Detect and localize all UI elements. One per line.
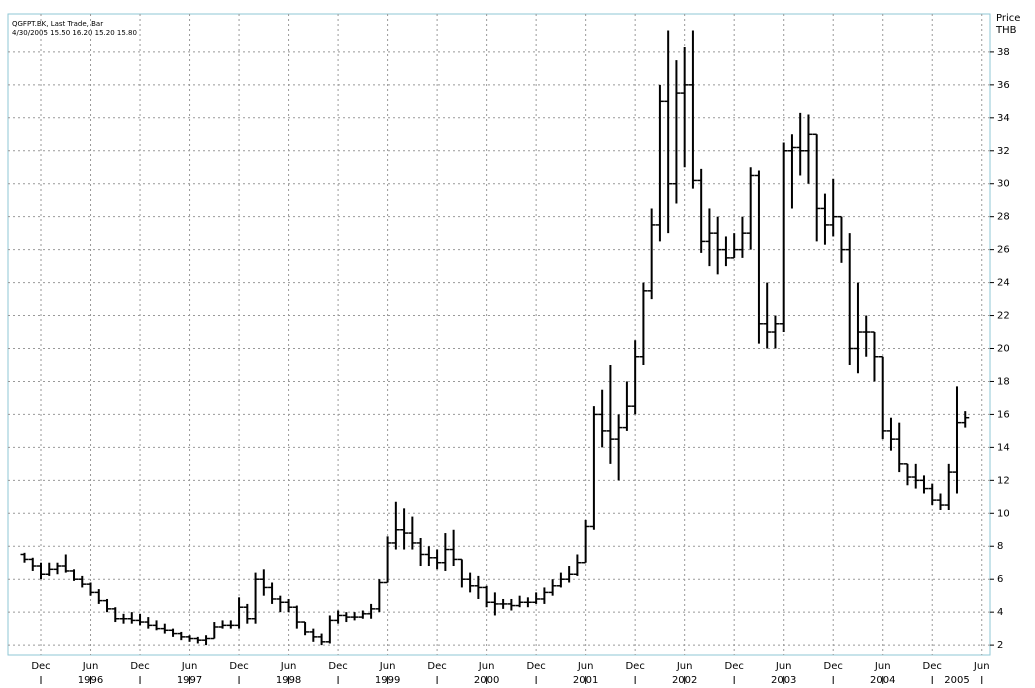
x-tick-label: Jun: [82, 661, 99, 672]
y-tick-label: 36: [997, 80, 1010, 91]
y-tick-label: 12: [997, 475, 1010, 486]
y-tick-label: 26: [997, 245, 1010, 256]
x-tick-label: Jun: [280, 661, 297, 672]
y-tick-label: 24: [997, 278, 1010, 289]
x-tick-label: Dec: [526, 661, 545, 672]
x-tick-label: Jun: [973, 661, 990, 672]
x-tick-label: Dec: [229, 661, 248, 672]
y-tick-label: 22: [997, 311, 1010, 322]
x-year-label: 2002: [672, 675, 697, 686]
y-tick-label: 34: [997, 113, 1010, 124]
x-tick-label: Jun: [181, 661, 198, 672]
x-year-label: 1999: [375, 675, 400, 686]
x-year-label: 2000: [474, 675, 499, 686]
y-tick-label: 4: [997, 607, 1003, 618]
y-tick-label: 6: [997, 574, 1003, 585]
x-tick-label: Jun: [775, 661, 792, 672]
x-year-label: 2001: [573, 675, 598, 686]
x-tick-label: Dec: [725, 661, 744, 672]
y-tick-label: 2: [997, 640, 1003, 651]
x-year-label: 2005: [944, 675, 969, 686]
y-tick-label: 8: [997, 541, 1003, 552]
x-tick-label: Dec: [923, 661, 942, 672]
y-tick-label: 18: [997, 376, 1010, 387]
x-tick-label: Dec: [625, 661, 644, 672]
x-tick-label: Jun: [478, 661, 495, 672]
y-tick-label: 30: [997, 179, 1010, 190]
x-tick-label: Dec: [130, 661, 149, 672]
chart-title: QGFPT.BK, Last Trade, Bar: [12, 20, 103, 28]
x-tick-label: Jun: [379, 661, 396, 672]
y-tick-label: 14: [997, 442, 1010, 453]
y-axis-label: Price: [996, 13, 1020, 24]
x-year-label: 1998: [276, 675, 301, 686]
plot-frame: [7, 13, 991, 656]
y-tick-label: 10: [997, 508, 1010, 519]
x-year-label: 1996: [78, 675, 103, 686]
x-year-label: 1997: [177, 675, 202, 686]
y-tick-label: 32: [997, 146, 1010, 157]
x-tick-label: Dec: [328, 661, 347, 672]
y-tick-label: 38: [997, 47, 1010, 58]
x-tick-label: Jun: [577, 661, 594, 672]
y-tick-label: 16: [997, 409, 1010, 420]
x-year-label: 2004: [870, 675, 895, 686]
x-tick-label: Dec: [31, 661, 50, 672]
x-tick-label: Dec: [824, 661, 843, 672]
x-tick-label: Dec: [427, 661, 446, 672]
x-tick-label: Jun: [874, 661, 891, 672]
y-tick-label: 28: [997, 212, 1010, 223]
chart-subtitle: 4/30/2005 15.50 16.20 15.20 15.80: [12, 29, 137, 37]
x-year-label: 2003: [771, 675, 796, 686]
y-axis-unit: THB: [995, 25, 1017, 36]
x-tick-label: Jun: [676, 661, 693, 672]
y-tick-label: 20: [997, 344, 1010, 355]
